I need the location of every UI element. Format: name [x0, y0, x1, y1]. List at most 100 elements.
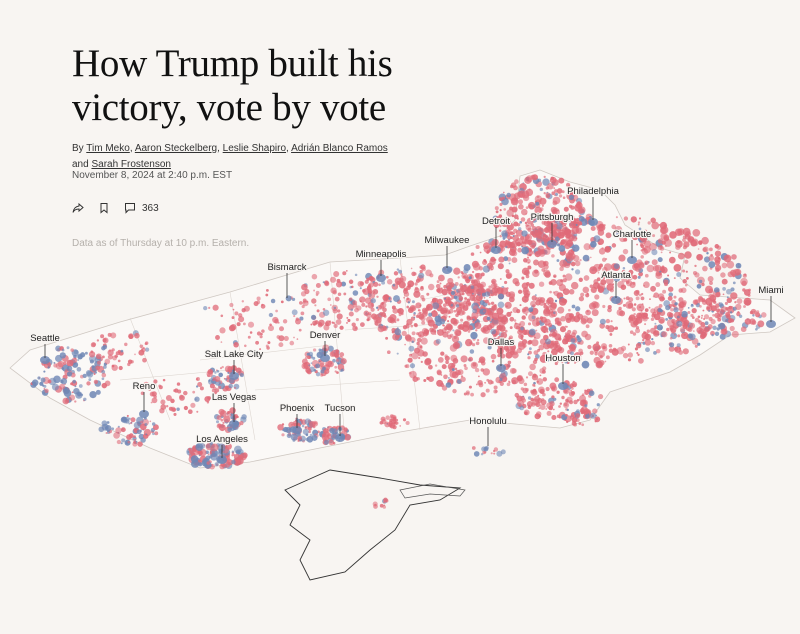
vote-dot: [692, 299, 699, 305]
vote-dot: [404, 364, 408, 368]
vote-dot: [304, 418, 312, 426]
vote-dot: [681, 331, 689, 340]
vote-dot: [418, 277, 422, 281]
city-name: Bismarck: [267, 262, 306, 273]
vote-dot: [261, 303, 264, 307]
vote-dot: [375, 313, 383, 321]
vote-dot: [191, 446, 197, 453]
vote-dot: [368, 292, 376, 299]
vote-dot: [564, 237, 573, 245]
author-link[interactable]: Adrián Blanco Ramos: [291, 143, 388, 154]
vote-dot: [598, 242, 601, 245]
vote-dot: [571, 304, 576, 309]
share-button[interactable]: [72, 202, 84, 214]
vote-dot: [504, 241, 513, 249]
vote-dot: [576, 335, 580, 339]
vote-dot: [719, 303, 725, 309]
vote-dot: [223, 448, 231, 456]
vote-dot: [220, 424, 225, 428]
vote-dot: [548, 221, 553, 225]
vote-dot: [333, 323, 338, 329]
vote-dot: [189, 450, 193, 454]
vote-dot: [528, 282, 535, 289]
vote-dot: [551, 332, 557, 338]
bookmark-button[interactable]: [98, 202, 110, 214]
vote-dot: [366, 285, 372, 290]
vote-dot: [593, 348, 599, 354]
vote-dot: [224, 452, 231, 458]
vote-dot: [561, 361, 564, 364]
vote-dot: [659, 266, 662, 269]
vote-dot: [368, 275, 374, 281]
vote-dot: [612, 283, 615, 286]
vote-dot: [508, 291, 516, 298]
vote-dot: [420, 295, 425, 300]
vote-dot: [681, 313, 688, 320]
author-link[interactable]: Sarah Frostenson: [91, 159, 171, 170]
vote-dot: [590, 225, 596, 232]
vote-dot: [575, 311, 580, 317]
vote-dot: [472, 343, 476, 347]
vote-dot: [486, 291, 490, 295]
vote-dot: [133, 440, 138, 445]
vote-dot: [753, 310, 756, 313]
city-label-atlanta: Atlanta: [600, 269, 633, 298]
vote-dot: [396, 327, 399, 330]
vote-dot: [70, 348, 74, 352]
vote-dot: [223, 377, 226, 380]
vote-dot: [300, 311, 305, 316]
vote-dot: [86, 371, 94, 378]
vote-dot: [555, 345, 562, 352]
vote-dot: [121, 428, 124, 431]
vote-dot: [383, 497, 388, 503]
vote-dot: [117, 431, 120, 434]
vote-dot: [379, 421, 384, 425]
vote-dot: [209, 449, 215, 455]
vote-dot: [605, 258, 608, 260]
vote-dot: [658, 271, 662, 276]
vote-dot: [231, 415, 237, 421]
vote-dot: [671, 299, 677, 305]
vote-dot: [464, 366, 468, 371]
vote-dot: [478, 296, 483, 300]
vote-dot: [491, 330, 498, 337]
vote-dot: [576, 409, 580, 414]
comment-icon: [124, 202, 136, 214]
vote-dot: [538, 386, 545, 394]
vote-dot: [365, 311, 368, 314]
comments-button[interactable]: 363: [124, 202, 159, 214]
vote-dot: [696, 276, 705, 285]
author-link[interactable]: Aaron Steckelberg: [134, 143, 218, 154]
vote-dot: [536, 380, 539, 383]
vote-dot: [548, 281, 553, 285]
vote-dot: [643, 312, 648, 318]
vote-dot: [40, 377, 46, 383]
vote-dot: [659, 221, 668, 230]
vote-dot: [103, 365, 107, 369]
vote-dot: [345, 433, 352, 441]
vote-dot: [491, 304, 498, 311]
vote-dot: [568, 229, 575, 236]
vote-dot: [335, 355, 339, 359]
vote-dot: [580, 351, 584, 355]
author-link[interactable]: Leslie Shapiro: [222, 143, 287, 154]
vote-dot: [118, 365, 123, 371]
vote-dot: [543, 260, 549, 267]
vote-dot: [412, 376, 419, 383]
vote-dot: [557, 230, 561, 234]
vote-dot: [506, 209, 514, 217]
vote-dot: [682, 348, 689, 355]
vote-dot: [580, 399, 589, 407]
vote-dot: [61, 348, 65, 352]
vote-dot: [748, 288, 751, 292]
author-link[interactable]: Tim Meko: [86, 143, 130, 154]
vote-dot: [352, 325, 358, 332]
vote-dot: [692, 228, 701, 237]
vote-dot: [552, 229, 556, 234]
vote-dot: [383, 504, 386, 507]
vote-dot: [399, 275, 407, 283]
vote-dot: [527, 201, 536, 210]
vote-dot: [320, 373, 324, 377]
vote-dot: [607, 304, 612, 310]
vote-dot: [439, 307, 448, 315]
